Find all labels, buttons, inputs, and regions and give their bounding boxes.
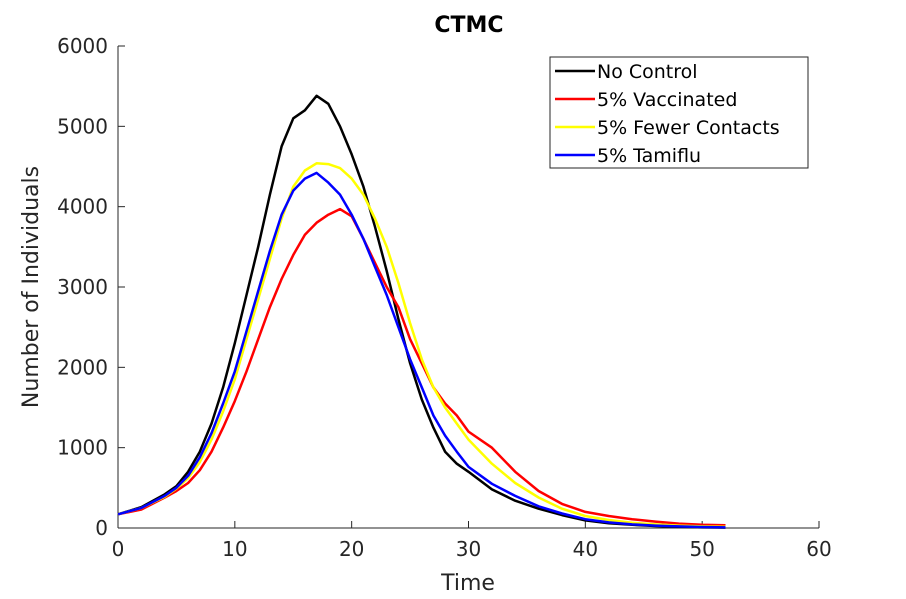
y-tick-label: 1000 xyxy=(57,436,108,460)
x-tick-label: 30 xyxy=(456,537,481,561)
x-tick-label: 50 xyxy=(689,537,714,561)
y-tick-label: 4000 xyxy=(57,195,108,219)
legend-label: No Control xyxy=(597,61,698,83)
y-tick-label: 6000 xyxy=(57,34,108,58)
series-line-5-fewer-contacts xyxy=(117,162,726,529)
legend-box xyxy=(549,56,809,169)
x-ticks: 0 10 20 30 40 50 60 xyxy=(112,521,832,561)
x-tick-label: 10 xyxy=(222,537,247,561)
y-tick-label: 3000 xyxy=(57,275,108,299)
x-tick-label: 60 xyxy=(806,537,831,561)
series-lines xyxy=(117,94,726,529)
y-axis-label: Number of Individuals xyxy=(19,166,44,408)
y-ticks: 0 1000 2000 3000 4000 5000 6000 xyxy=(57,34,125,540)
x-tick-label: 20 xyxy=(339,537,364,561)
legend-label: 5% Vaccinated xyxy=(597,89,737,111)
y-tick-label: 2000 xyxy=(57,355,108,379)
x-axis-label: Time xyxy=(440,571,495,596)
x-tick-label: 40 xyxy=(573,537,598,561)
legend-label: 5% Tamiflu xyxy=(597,145,701,167)
series-line-5-tamiflu xyxy=(117,171,726,529)
legend: No Control 5% Vaccinated 5% Fewer Contacts… xyxy=(549,56,809,169)
legend-label: 5% Fewer Contacts xyxy=(597,117,780,139)
x-tick-label: 0 xyxy=(112,537,125,561)
y-tick-label: 0 xyxy=(95,516,108,540)
y-tick-label: 5000 xyxy=(57,114,108,138)
chart-title: CTMC xyxy=(434,13,503,38)
